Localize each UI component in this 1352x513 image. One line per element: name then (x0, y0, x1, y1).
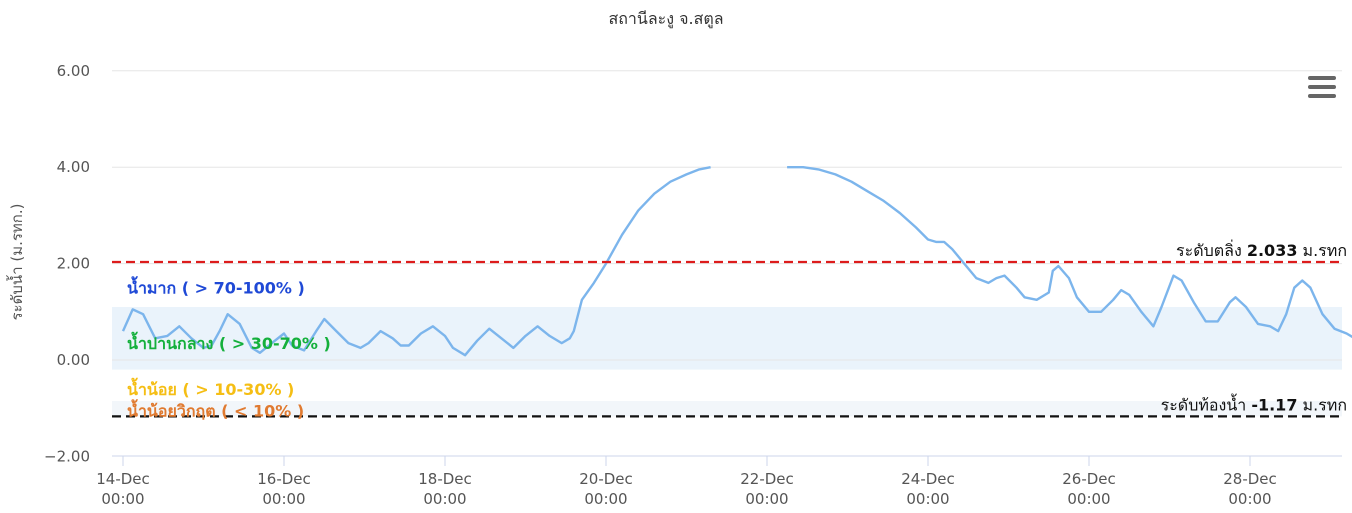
x-tick-time: 00:00 (423, 490, 466, 508)
menu-bar-icon (1308, 94, 1336, 98)
menu-bar-icon (1308, 76, 1336, 80)
x-tick-time: 00:00 (1067, 490, 1110, 508)
y-axis-label: ระดับน้ำ (ม.รทก.) (6, 204, 26, 321)
chart-title: สถานีละงู จ.สตูล (608, 9, 723, 29)
x-tick-label: 22-Dec (740, 470, 794, 488)
x-tick-label: 14-Dec (96, 470, 150, 488)
x-tick-time: 00:00 (906, 490, 949, 508)
series (121, 166, 1352, 357)
x-tick-label: 18-Dec (418, 470, 472, 488)
y-axis: −2.00 0.00 2.00 4.00 6.00 (44, 62, 90, 466)
zone-label-3: น้ำน้อยวิกฤต ( < 10% ) (127, 399, 304, 421)
zone-label-1: น้ำปานกลาง ( > 30-70% ) (127, 331, 331, 353)
x-tick-time: 00:00 (745, 490, 788, 508)
y-tick-label: 6.00 (57, 62, 90, 80)
x-tick-label: 26-Dec (1062, 470, 1116, 488)
x-tick-time: 00:00 (101, 490, 144, 508)
zone-band-0 (112, 306, 1342, 370)
reference-label-0: ระดับตลิ่ง 2.033 ม.รทก (1176, 239, 1347, 260)
reference-label-1: ระดับท้องน้ำ -1.17 ม.รทก (1161, 393, 1347, 414)
x-tick-label: 20-Dec (579, 470, 633, 488)
x-tick-time: 00:00 (1228, 490, 1271, 508)
water-level-line-1 (787, 166, 1352, 339)
x-tick-label: 28-Dec (1223, 470, 1277, 488)
x-tick-time: 00:00 (584, 490, 627, 508)
zone-bands (112, 306, 1342, 417)
y-tick-label: 2.00 (57, 255, 90, 273)
zone-label-0: น้ำมาก ( > 70-100% ) (127, 276, 305, 298)
chart-menu-button[interactable] (1306, 76, 1338, 102)
x-tick-label: 24-Dec (901, 470, 955, 488)
water-level-line-0 (121, 166, 711, 357)
zone-label-2: น้ำน้อย ( > 10-30% ) (127, 377, 294, 399)
y-tick-label: 4.00 (57, 158, 90, 176)
zone-labels: น้ำมาก ( > 70-100% ) น้ำปานกลาง ( > 30-70… (127, 276, 331, 421)
x-tick-label: 16-Dec (257, 470, 311, 488)
menu-bar-icon (1308, 85, 1336, 89)
y-tick-label: −2.00 (44, 447, 90, 465)
x-axis: 14-Dec 00:00 16-Dec 00:00 18-Dec 00:00 20-Dec 0… (96, 455, 1342, 508)
x-tick-time: 00:00 (262, 490, 305, 508)
y-tick-label: 0.00 (57, 351, 90, 369)
grid (112, 70, 1342, 361)
zone-band-3 (112, 400, 1342, 417)
